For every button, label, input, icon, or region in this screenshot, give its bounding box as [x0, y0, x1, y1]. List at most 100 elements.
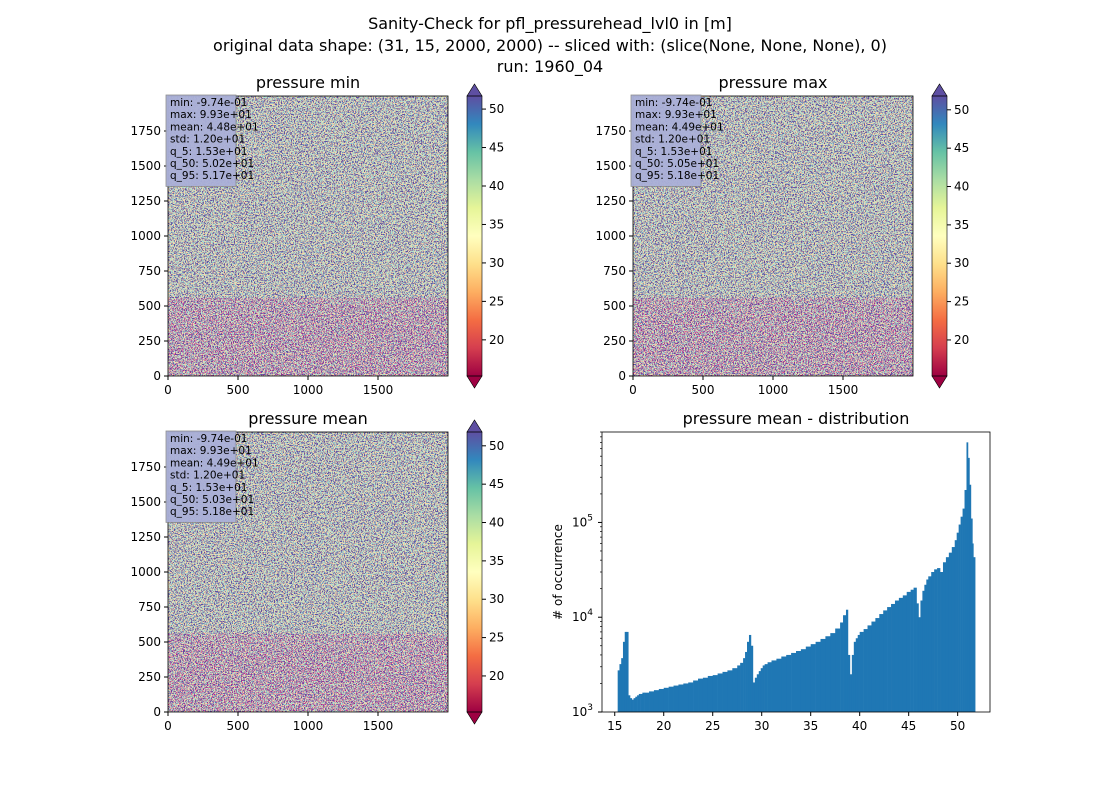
y-tick-label: 1750 — [595, 124, 626, 138]
histogram-bar — [964, 489, 967, 712]
histogram-bar — [747, 641, 750, 712]
histogram-bar — [663, 687, 669, 712]
histogram-bar — [644, 692, 650, 712]
y-tick-label: 0 — [153, 369, 161, 383]
histogram-bar — [776, 658, 782, 712]
histogram-bar — [702, 677, 709, 712]
colorbar-tick-label: 45 — [954, 141, 969, 155]
histogram-bar — [626, 631, 629, 712]
histogram-bar — [853, 641, 857, 712]
stats-line: q_95: 5.17e+01 — [170, 170, 254, 182]
y-tick-label: 0 — [618, 369, 626, 383]
y-tick-label: 750 — [603, 264, 626, 278]
histogram-bar — [867, 625, 872, 712]
histogram-bar — [962, 508, 965, 712]
y-tick-label: 500 — [138, 299, 161, 313]
histogram-bar — [916, 603, 919, 712]
histogram-bar — [628, 695, 631, 712]
figure-title-line-1: Sanity-Check for pfl_pressurehead_lvl0 i… — [368, 14, 732, 34]
histogram-bar — [835, 628, 841, 712]
colorbar-tick-label: 25 — [489, 631, 504, 645]
heatmap-low-value-band — [633, 297, 913, 376]
stats-line: mean: 4.49e+01 — [635, 121, 724, 133]
y-tick-label: 104 — [572, 608, 593, 624]
histogram-bar — [707, 675, 714, 712]
histogram-bar — [717, 673, 723, 712]
y-tick-label: 1250 — [130, 530, 161, 544]
x-tick-label: 1000 — [293, 383, 324, 397]
colorbar-tick-label: 20 — [489, 669, 504, 683]
colorbar-tick-label: 45 — [489, 141, 504, 155]
histogram-bar — [951, 547, 956, 712]
histogram-bar — [967, 457, 970, 712]
histogram-bar — [894, 600, 900, 712]
histogram-bar — [969, 484, 972, 712]
histogram-bar — [748, 634, 752, 712]
x-tick-label: 0 — [164, 383, 172, 397]
heatmap-field — [168, 96, 448, 376]
histogram-bar — [887, 607, 892, 712]
histogram-bar — [891, 603, 896, 712]
histogram-bar — [637, 695, 640, 712]
histogram-bar — [633, 698, 636, 712]
stats-line: max: 9.93e+01 — [170, 445, 252, 457]
y-tick-label: 1250 — [595, 194, 626, 208]
histogram-bar — [635, 696, 638, 712]
histogram-bar — [631, 699, 634, 712]
panel-title: pressure mean - distribution — [683, 409, 910, 428]
x-tick-label: 45 — [901, 719, 916, 733]
stats-line: q_95: 5.18e+01 — [170, 506, 254, 518]
histogram-bar — [958, 524, 961, 712]
y-tick-label: 250 — [603, 334, 626, 348]
panel-title: pressure mean — [248, 409, 368, 428]
histogram-bar — [937, 568, 941, 712]
histogram-bar — [913, 587, 917, 712]
histogram-bar — [619, 664, 622, 712]
histogram-bar — [825, 636, 831, 712]
histogram-bar — [712, 675, 718, 712]
histogram-bar — [940, 572, 944, 712]
histogram-bar — [693, 680, 699, 712]
histogram-bar — [617, 670, 620, 712]
colorbar-extend-max — [466, 83, 483, 97]
x-tick-label: 0 — [629, 383, 637, 397]
y-tick-label: 250 — [138, 334, 161, 348]
histogram-bar — [740, 662, 744, 712]
stats-box — [165, 430, 237, 523]
stats-line: std: 1.20e+01 — [170, 134, 245, 146]
stats-line: max: 9.93e+01 — [170, 109, 252, 121]
stats-line: q_5: 1.53e+01 — [170, 482, 247, 494]
histogram-bar — [898, 597, 904, 712]
histogram-bar — [762, 665, 765, 712]
histogram-bar — [926, 579, 929, 712]
heatmap-low-value-band — [168, 297, 448, 376]
colorbar-extend-min — [466, 375, 483, 389]
stats-line: std: 1.20e+01 — [170, 470, 245, 482]
stats-line: mean: 4.48e+01 — [170, 121, 259, 133]
histogram-bar — [745, 651, 748, 712]
colorbar-tick-label: 25 — [489, 294, 504, 308]
histogram-bar — [972, 543, 974, 712]
x-tick-label: 500 — [227, 383, 250, 397]
x-tick-label: 1000 — [758, 383, 789, 397]
y-tick-label: 1500 — [130, 159, 161, 173]
histogram-bar — [658, 688, 665, 712]
stats-box — [165, 94, 237, 187]
y-tick-label: 105 — [572, 513, 593, 529]
histogram-bar — [956, 532, 959, 712]
y-tick-label: 1000 — [130, 565, 161, 579]
y-tick-label: 750 — [138, 600, 161, 614]
heatmap-panel-pressure-min: pressure min 0 500 1000 1500 0 250 500 750 1000 12… — [130, 73, 504, 397]
histogram-bar — [678, 684, 684, 712]
histogram-bar — [791, 652, 797, 712]
histogram-bar — [638, 693, 641, 712]
y-tick-label: 1750 — [130, 124, 161, 138]
stats-line: q_50: 5.02e+01 — [170, 158, 254, 170]
histogram-bar — [758, 671, 762, 712]
histogram-bar — [906, 591, 911, 712]
colorbar-tick-label: 40 — [954, 180, 969, 194]
y-axis-label: # of occurrence — [551, 524, 565, 620]
histogram-bar — [743, 658, 746, 712]
histogram-bar — [732, 668, 738, 712]
